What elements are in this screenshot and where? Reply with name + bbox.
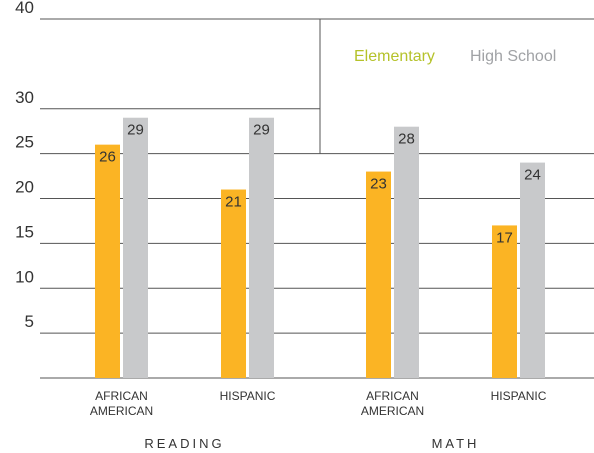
x-axis-group-labels: READING MATH [144,436,480,451]
bar [520,162,545,378]
y-tick-label: 20 [15,178,34,197]
bar [221,189,246,378]
x-category-label: AFRICAN AMERICAN [90,389,153,418]
bar-value-labels: 26 29 21 29 23 28 17 24 [99,122,541,247]
y-tick-label: 10 [15,267,34,286]
y-tick-label: 15 [15,222,34,241]
x-group-label: MATH [432,436,480,451]
bar [123,117,148,378]
y-tick-label: 30 [15,88,34,107]
bar-value-label: 29 [127,122,144,139]
bar [95,144,120,378]
legend-entry: High School [470,48,556,65]
x-axis-category-labels: AFRICAN AMERICAN HISPANIC AFRICAN AMERICAN HI… [90,389,547,418]
bar-value-label: 21 [225,194,242,211]
y-axis-ticks: 5 10 15 20 25 30 40 [15,0,34,331]
x-group-label: READING [144,436,224,451]
bar-value-label: 17 [496,229,513,246]
x-category-label: AFRICAN AMERICAN [361,389,424,418]
x-category-label: HISPANIC [220,389,276,403]
bar [492,225,517,378]
legend: Elementary High School [354,48,556,65]
bar [394,126,419,378]
bar-value-label: 24 [524,167,541,184]
bars [95,117,545,378]
bar [249,117,274,378]
bar-value-label: 28 [398,131,415,148]
bar-value-label: 23 [370,176,387,193]
bar [366,171,391,378]
bar-value-label: 26 [99,149,116,166]
y-tick-label: 40 [15,0,34,17]
y-tick-label: 5 [25,312,34,331]
legend-entry: Elementary [354,48,435,65]
y-tick-label: 25 [15,133,34,152]
x-category-label: HISPANIC [491,389,547,403]
bar-value-label: 29 [253,122,270,139]
